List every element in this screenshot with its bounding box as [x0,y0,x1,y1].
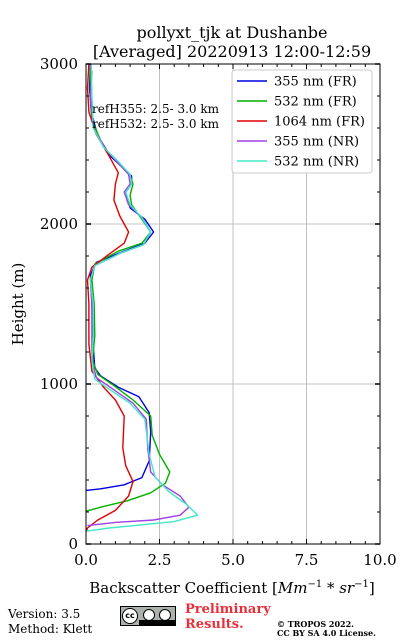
method-text: Method: Klett [8,622,93,636]
legend-label-3: 355 nm (NR) [274,135,359,150]
x-tick-label-1: 2.5 [148,551,172,569]
series-line-3 [87,63,190,527]
copyright-line2: CC BY SA 4.0 License. [277,628,376,638]
chart-title-line1: pollyxt_tjk at Dushanbe [136,23,327,42]
x-axis-label-exp2: −1 [354,579,369,590]
cc-icon: cc [122,608,138,624]
legend-label-4: 532 nm (NR) [274,155,359,170]
license-strip [139,620,175,625]
y-axis-label: Height (m) [9,263,27,346]
y-tick-label-2: 2000 [40,215,78,233]
ticks [85,63,381,545]
series-line-2 [85,63,134,533]
legend-box [231,69,373,174]
cc-license-badge: cc [120,606,176,626]
series-line-4 [85,63,199,532]
legend-label-1: 532 nm (FR) [274,95,357,110]
chart-title-line2: [Averaged] 20220913 12:00-12:59 [93,42,371,61]
series-line-1 [85,64,171,512]
x-axis-label-prefix: Backscatter Coefficient [ [89,579,278,597]
x-tick-label-2: 5.0 [221,551,245,569]
x-axis-label-mid: * sr [322,579,355,597]
preliminary-line2: Results. [185,617,244,632]
preliminary-results-label: Preliminary Results. [185,602,271,632]
copyright-line1: © TROPOS 2022. [277,619,354,629]
chart: pollyxt_tjk at Dushanbe [Averaged] 20220… [9,23,397,597]
x-axis-label-suffix: ] [369,579,375,597]
copyright-text: © TROPOS 2022. CC BY SA 4.0 License. [277,620,376,638]
x-axis-label-unit: Mm [277,579,308,597]
x-axis-label-exp1: −1 [307,579,322,590]
legend-label-2: 1064 nm (FR) [274,115,365,130]
y-tick-label-1: 1000 [40,375,78,393]
preliminary-line1: Preliminary [185,602,271,617]
tick-labels: 0.0 2.5 5.0 7.5 10.0 0 1000 2000 3000 [40,55,397,569]
annotation-refh355: refH355: 2.5- 3.0 km [92,102,220,116]
x-tick-label-3: 7.5 [295,551,319,569]
legend-label-0: 355 nm (FR) [274,75,357,90]
x-tick-label-4: 10.0 [363,551,396,569]
version-text: Version: 3.5 [8,607,81,621]
legend: 355 nm (FR) 532 nm (FR) 1064 nm (FR) 355 nm… [231,69,373,174]
x-tick-label-0: 0.0 [74,551,98,569]
y-tick-label-0: 0 [68,535,78,553]
x-axis-label: Backscatter Coefficient [Mm−1 * sr−1] [89,579,374,597]
series-layer [85,63,199,533]
y-tick-label-3: 3000 [40,55,78,73]
annotation-refh532: refH532: 2.5- 3.0 km [92,117,220,131]
